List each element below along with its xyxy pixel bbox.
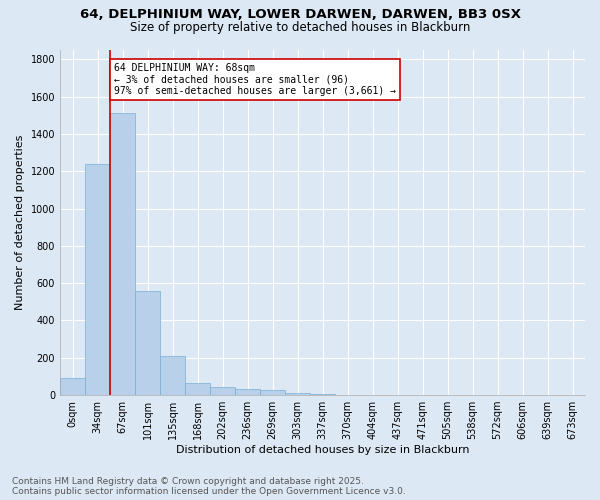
Bar [235, 388, 260, 395]
Bar [185, 383, 210, 395]
Text: Contains HM Land Registry data © Crown copyright and database right 2025.
Contai: Contains HM Land Registry data © Crown c… [12, 476, 406, 496]
Bar [210, 386, 235, 395]
Y-axis label: Number of detached properties: Number of detached properties [15, 135, 25, 310]
Bar [260, 390, 285, 395]
Bar [310, 394, 335, 395]
Bar [160, 356, 185, 395]
Bar [135, 290, 160, 395]
Bar [85, 164, 110, 395]
Bar [60, 378, 85, 395]
Text: Size of property relative to detached houses in Blackburn: Size of property relative to detached ho… [130, 21, 470, 34]
Text: 64 DELPHINIUM WAY: 68sqm
← 3% of detached houses are smaller (96)
97% of semi-de: 64 DELPHINIUM WAY: 68sqm ← 3% of detache… [114, 63, 396, 96]
Bar [110, 114, 135, 395]
X-axis label: Distribution of detached houses by size in Blackburn: Distribution of detached houses by size … [176, 445, 469, 455]
Text: 64, DELPHINIUM WAY, LOWER DARWEN, DARWEN, BB3 0SX: 64, DELPHINIUM WAY, LOWER DARWEN, DARWEN… [79, 8, 521, 20]
Bar [285, 393, 310, 395]
